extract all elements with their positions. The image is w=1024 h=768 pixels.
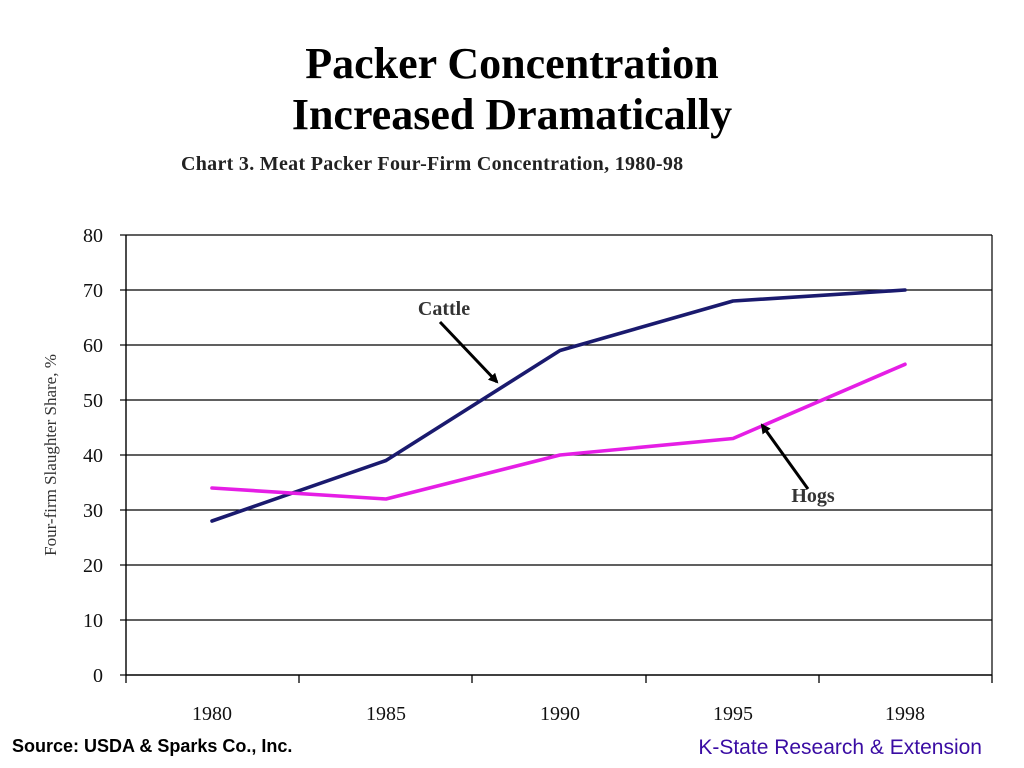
annotation-label-cattle: Cattle [418,298,470,320]
y-tick-label: 40 [83,445,103,467]
slide-title-line-2: Increased Dramatically [291,90,733,139]
x-tick-label: 1995 [713,703,753,725]
y-tick-label: 20 [83,555,103,577]
series-line-cattle [210,288,907,523]
annotation-arrow-cattle [438,320,499,384]
x-tick-label: 1990 [540,703,580,725]
y-tick-label: 80 [83,225,103,247]
slide-title: Packer Concentration Increased Dramatica… [0,38,1024,140]
y-tick-label: 0 [93,665,103,687]
x-tick-label: 1980 [192,703,232,725]
chart-title: Chart 3. Meat Packer Four-Firm Concentra… [181,153,684,175]
x-tick-label: 1985 [366,703,406,725]
annotations: Cattle Hogs [418,298,835,507]
axes: 0 10 20 30 40 50 60 70 80 1980 1985 1990 1995 1998 [83,225,993,725]
y-tick-label: 60 [83,335,103,357]
annotation-label-hogs: Hogs [791,485,835,507]
y-tick-label: 50 [83,390,103,412]
series-lines [210,288,907,523]
annotation-arrow-hogs [760,423,810,490]
source-note: Source: USDA & Sparks Co., Inc. [12,736,293,756]
series-line-hogs [210,362,907,501]
y-tick-label: 70 [83,280,103,302]
y-tick-label: 10 [83,610,103,632]
x-tick-label: 1998 [885,703,925,725]
brand-footer: K-State Research & Extension [698,736,982,759]
slide-title-line-1: Packer Concentration [305,39,719,88]
y-axis-label: Four-firm Slaughter Share, % [41,354,60,556]
y-tick-label: 30 [83,500,103,522]
